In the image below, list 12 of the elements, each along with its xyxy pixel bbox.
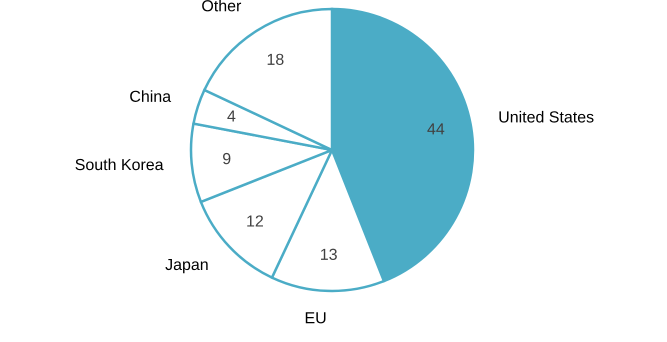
slice-label: United States: [499, 110, 594, 123]
data-label: 12: [247, 215, 263, 227]
data-label: 13: [321, 248, 337, 260]
slice-label: Other: [202, 0, 242, 12]
slice-label: Japan: [165, 258, 208, 274]
slice-label: China: [130, 90, 172, 102]
data-label: 4: [227, 110, 236, 122]
slice-label: South Korea: [75, 158, 164, 170]
data-label: 18: [268, 54, 284, 65]
data-label: 9: [223, 152, 230, 164]
slice-label: EU: [306, 312, 326, 324]
data-label: 44: [427, 123, 444, 134]
